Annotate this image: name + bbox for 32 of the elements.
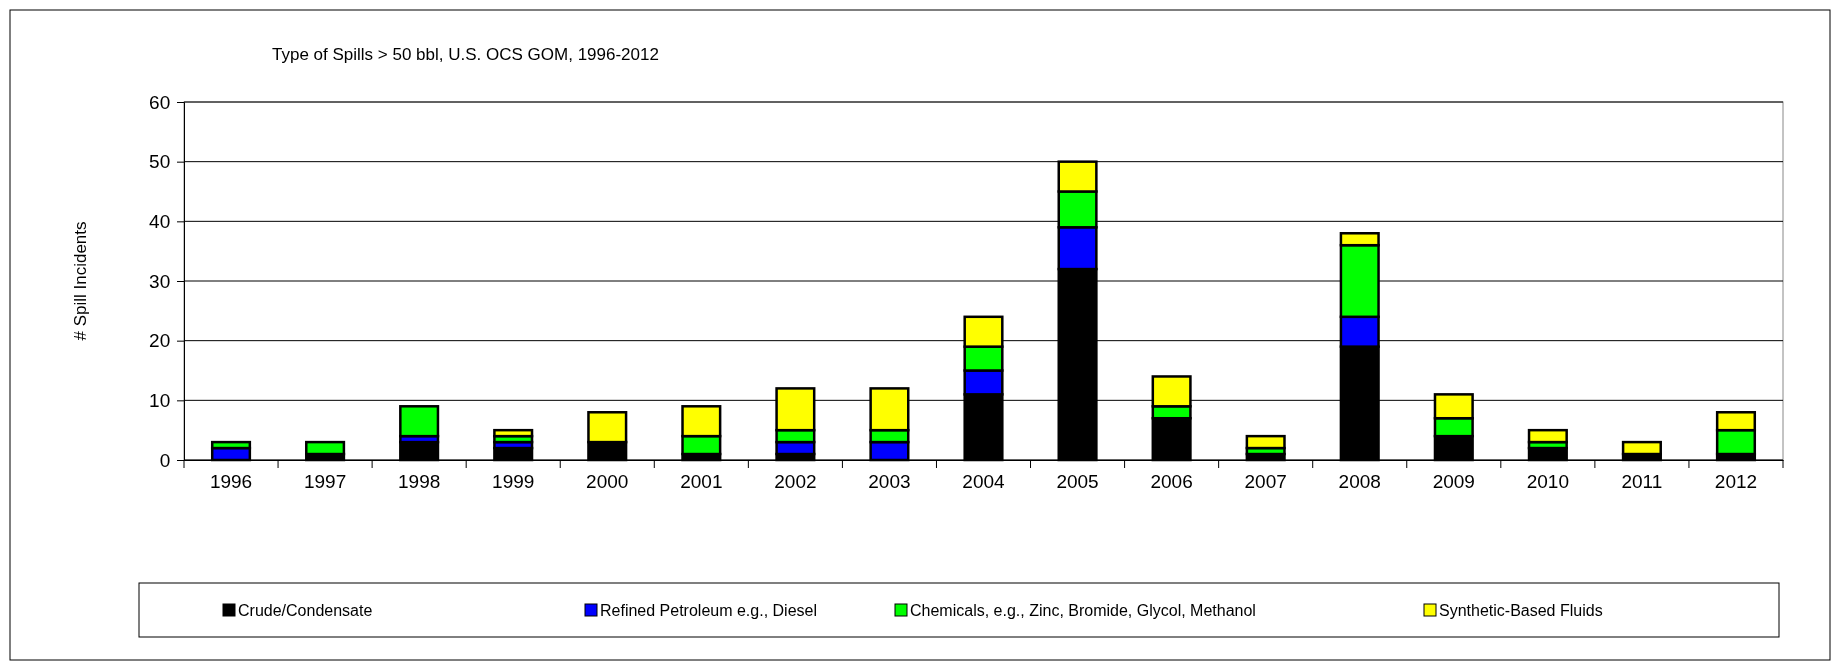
x-tick-label: 1997 xyxy=(303,470,347,492)
y-tick-label: 30 xyxy=(149,270,171,292)
y-tick-label: 60 xyxy=(149,91,171,113)
x-tick-label: 1999 xyxy=(492,470,535,492)
bar xyxy=(305,440,346,456)
bar xyxy=(1621,440,1662,456)
chart-title: Type of Spills > 50 bbl, U.S. OCS GOM, 1996-2012 xyxy=(272,45,659,64)
x-tick-label: 2001 xyxy=(680,470,723,492)
y-tick-label: 50 xyxy=(149,151,171,173)
y-tick-label: 20 xyxy=(149,330,171,352)
x-tick-label: 2010 xyxy=(1526,470,1569,492)
y-axis-title: # Spill Incidents xyxy=(71,221,90,341)
x-tick-label: 2005 xyxy=(1056,470,1099,492)
x-tick-label: 1996 xyxy=(209,470,253,492)
legend-label: Chemicals, e.g., Zinc, Bromide, Glycol, Methanol xyxy=(910,602,1256,619)
y-tick-label: 0 xyxy=(159,449,171,471)
legend-label: Crude/Condensate xyxy=(238,602,373,619)
legend-label: Synthetic-Based Fluids xyxy=(1439,602,1603,619)
x-tick-label: 2003 xyxy=(868,470,911,492)
x-tick-label: 1998 xyxy=(398,470,441,492)
y-tick-label: 10 xyxy=(149,389,171,411)
x-tick-label: 2007 xyxy=(1244,470,1287,492)
x-tick-label: 2009 xyxy=(1432,470,1475,492)
x-tick-label: 2011 xyxy=(1621,470,1663,492)
x-tick-label: 2008 xyxy=(1338,470,1381,492)
x-tick-label: 2012 xyxy=(1714,470,1758,492)
y-tick-label: 40 xyxy=(149,210,171,232)
x-tick-label: 2004 xyxy=(962,470,1006,492)
legend-label: Refined Petroleum e.g., Diesel xyxy=(600,602,817,619)
x-tick-label: 2000 xyxy=(586,470,629,492)
x-tick-label: 2006 xyxy=(1150,470,1193,492)
x-tick-label: 2002 xyxy=(774,470,817,492)
